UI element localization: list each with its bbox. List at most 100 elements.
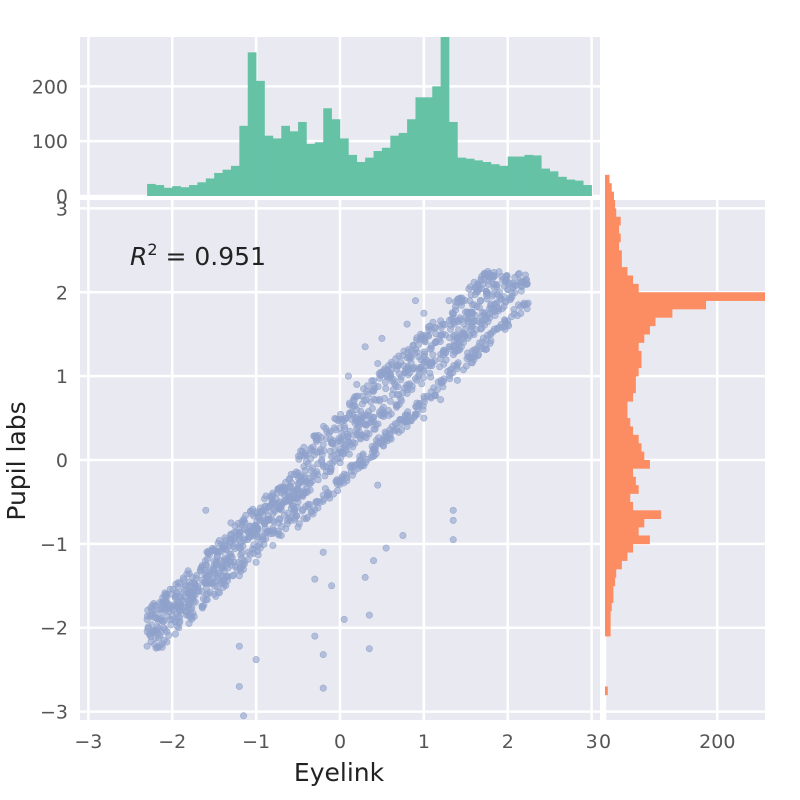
- top-hist-bar: [390, 135, 400, 196]
- right-hist-bar: [605, 376, 636, 385]
- scatter-point: [237, 551, 245, 559]
- right-hist-bar: [605, 200, 616, 209]
- right-hist-bar: [605, 401, 628, 410]
- scatter-point: [340, 615, 348, 623]
- top-hist-bar: [147, 183, 156, 196]
- scatter-point: [302, 478, 310, 486]
- right-hist-bar: [605, 577, 616, 587]
- scatter-point: [521, 301, 529, 309]
- scatter-point: [319, 441, 327, 449]
- top-hist-bar: [205, 178, 215, 196]
- scatter-point: [387, 358, 395, 366]
- scatter-point: [395, 391, 403, 399]
- scatter-point: [219, 562, 227, 570]
- scatter-point: [348, 463, 356, 471]
- scatter-point: [445, 343, 453, 351]
- scatter-point: [433, 386, 441, 394]
- scatter-point: [453, 339, 461, 347]
- scatter-point: [471, 291, 479, 299]
- scatter-point: [500, 302, 508, 310]
- scatter-point: [219, 544, 227, 552]
- scatter-point: [294, 498, 302, 506]
- scatter-point: [392, 401, 400, 409]
- scatter-point: [419, 406, 427, 414]
- top-hist-bar: [356, 162, 366, 196]
- top-hist-bar: [314, 142, 324, 196]
- scatter-point: [196, 567, 204, 575]
- top-hist-tick-label: 200: [32, 76, 68, 98]
- top-hist-bar: [432, 86, 441, 196]
- scatter-point: [420, 393, 428, 401]
- scatter-point: [420, 414, 428, 422]
- scatter-point: [446, 369, 454, 377]
- right-hist-bar: [605, 359, 642, 369]
- scatter-point: [489, 290, 497, 298]
- top-hist-bar: [549, 171, 559, 196]
- scatter-point: [402, 412, 410, 420]
- scatter-point: [344, 438, 352, 446]
- scatter-point: [189, 573, 197, 581]
- scatter-point: [426, 369, 434, 377]
- scatter-point: [319, 548, 327, 556]
- scatter-point: [328, 459, 336, 467]
- top-hist-bar: [583, 185, 592, 196]
- scatter-points: [143, 267, 532, 720]
- top-hist-bar: [457, 157, 467, 196]
- scatter-point: [340, 416, 348, 424]
- scatter-point: [329, 439, 337, 447]
- scatter-point: [168, 603, 176, 611]
- scatter-point: [252, 528, 260, 536]
- top-hist-bar: [247, 52, 257, 197]
- scatter-point: [150, 599, 158, 607]
- scatter-point: [378, 406, 386, 414]
- top-hist-bar: [230, 165, 240, 196]
- scatter-point: [486, 329, 494, 337]
- scatter-point: [285, 515, 293, 523]
- scatter-point: [165, 631, 173, 639]
- right-hist-bar: [605, 535, 650, 545]
- scatter-point: [468, 301, 476, 309]
- scatter-point: [393, 425, 401, 433]
- scatter-point: [403, 383, 411, 391]
- top-hist-bar: [172, 186, 181, 196]
- right-hist-bar: [605, 560, 622, 570]
- scatter-point: [381, 378, 389, 386]
- scatter-point: [242, 511, 250, 519]
- scatter-point: [392, 362, 400, 370]
- scatter-point: [437, 350, 445, 358]
- top-hist-bar: [524, 154, 534, 196]
- top-hist-bar: [566, 179, 576, 196]
- scatter-point: [470, 278, 478, 286]
- scatter-point: [353, 406, 361, 414]
- scatter-point: [269, 491, 277, 499]
- scatter-point: [441, 331, 449, 339]
- scatter-point: [413, 403, 421, 411]
- top-hist-bar: [381, 147, 391, 196]
- scatter-point: [179, 588, 187, 596]
- scatter-point: [361, 343, 369, 351]
- scatter-point: [256, 544, 264, 552]
- scatter-point: [269, 510, 277, 518]
- scatter-point: [389, 386, 397, 394]
- scatter-point: [403, 320, 411, 328]
- scatter-point: [461, 333, 469, 341]
- scatter-point: [267, 530, 275, 538]
- top-hist-bar: [331, 119, 341, 196]
- top-hist-tick-label: 0: [56, 186, 68, 208]
- scatter-point: [184, 567, 192, 575]
- scatter-point: [489, 280, 497, 288]
- y-tick-label: −1: [40, 534, 68, 556]
- right-hist-bar: [605, 208, 617, 218]
- scatter-point: [235, 525, 243, 533]
- scatter-point: [302, 515, 310, 523]
- scatter-point: [370, 387, 378, 395]
- scatter-point: [235, 532, 243, 540]
- scatter-point: [449, 310, 457, 318]
- scatter-point: [298, 491, 306, 499]
- top-hist-bar: [155, 185, 165, 196]
- scatter-point: [214, 569, 222, 577]
- top-hist-bar: [516, 156, 525, 196]
- scatter-point: [450, 361, 458, 369]
- x-tick-label: 2: [502, 731, 514, 753]
- scatter-point: [462, 325, 470, 333]
